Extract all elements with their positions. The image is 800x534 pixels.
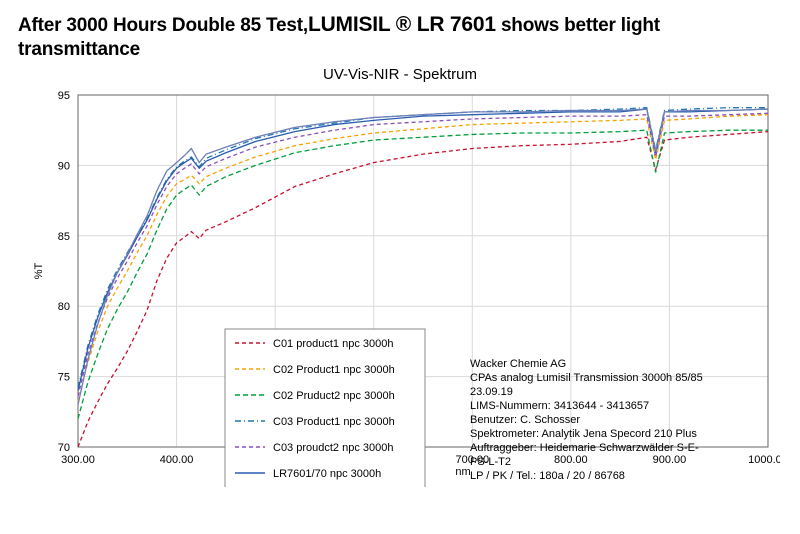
y-tick-label: 75 [58,372,70,384]
metadata-line: 23.09.19 [470,386,513,398]
x-tick-label: 400.00 [160,454,194,466]
y-tick-label: 85 [58,231,70,243]
x-tick-label: 1000.00 [748,454,780,466]
metadata-line: Auftraggeber: Heidemarie Schwarzwälder S… [470,442,699,454]
legend-label: C02 Pruduct2 npc 3000h [273,390,395,402]
y-tick-label: 70 [58,442,70,454]
legend-label: C02 Product1 npc 3000h [273,364,395,376]
metadata-line: CPAs analog Lumisil Transmission 3000h 8… [470,372,703,384]
legend-label: C01 product1 npc 3000h [273,338,393,350]
y-tick-label: 80 [58,301,70,313]
y-tick-label: 95 [58,90,70,102]
x-axis-label: nm [455,466,470,478]
y-axis-label: %T [33,262,45,279]
metadata-line: PS-L-T2 [470,456,511,468]
legend: C01 product1 npc 3000h C02 Product1 npc 3… [225,329,425,487]
metadata-line: LIMS-Nummern: 3413644 - 3413657 [470,400,649,412]
metadata-line: Spektrometer: Analytik Jena Specord 210 … [470,428,697,440]
metadata-line: LP / PK / Tel.: 180a / 20 / 86768 [470,470,625,482]
legend-label: C03 Product1 npc 3000h [273,416,395,428]
heading-brand: LUMISIL ® LR 7601 [308,13,496,36]
legend-label: C03 proudct2 npc 3000h [273,442,393,454]
x-tick-label: 800.00 [554,454,588,466]
legend-label: LR7601/70 npc 3000h [273,468,381,480]
y-tick-label: 90 [58,160,70,172]
page-title: After 3000 Hours Double 85 Test,LUMISIL … [0,0,800,66]
metadata-line: Wacker Chemie AG [470,358,566,370]
heading-part1: After 3000 Hours Double 85 Test, [18,15,308,36]
chart-title: UV-Vis-NIR - Spektrum [20,66,780,83]
chart-container: UV-Vis-NIR - Spektrum 300.00400.00500.00… [20,66,780,496]
chart-plot: 300.00400.00500.00600.00700.00800.00900.… [20,87,780,487]
x-tick-label: 300.00 [61,454,95,466]
x-tick-label: 900.00 [653,454,687,466]
metadata-line: Benutzer: C. Schosser [470,414,580,426]
